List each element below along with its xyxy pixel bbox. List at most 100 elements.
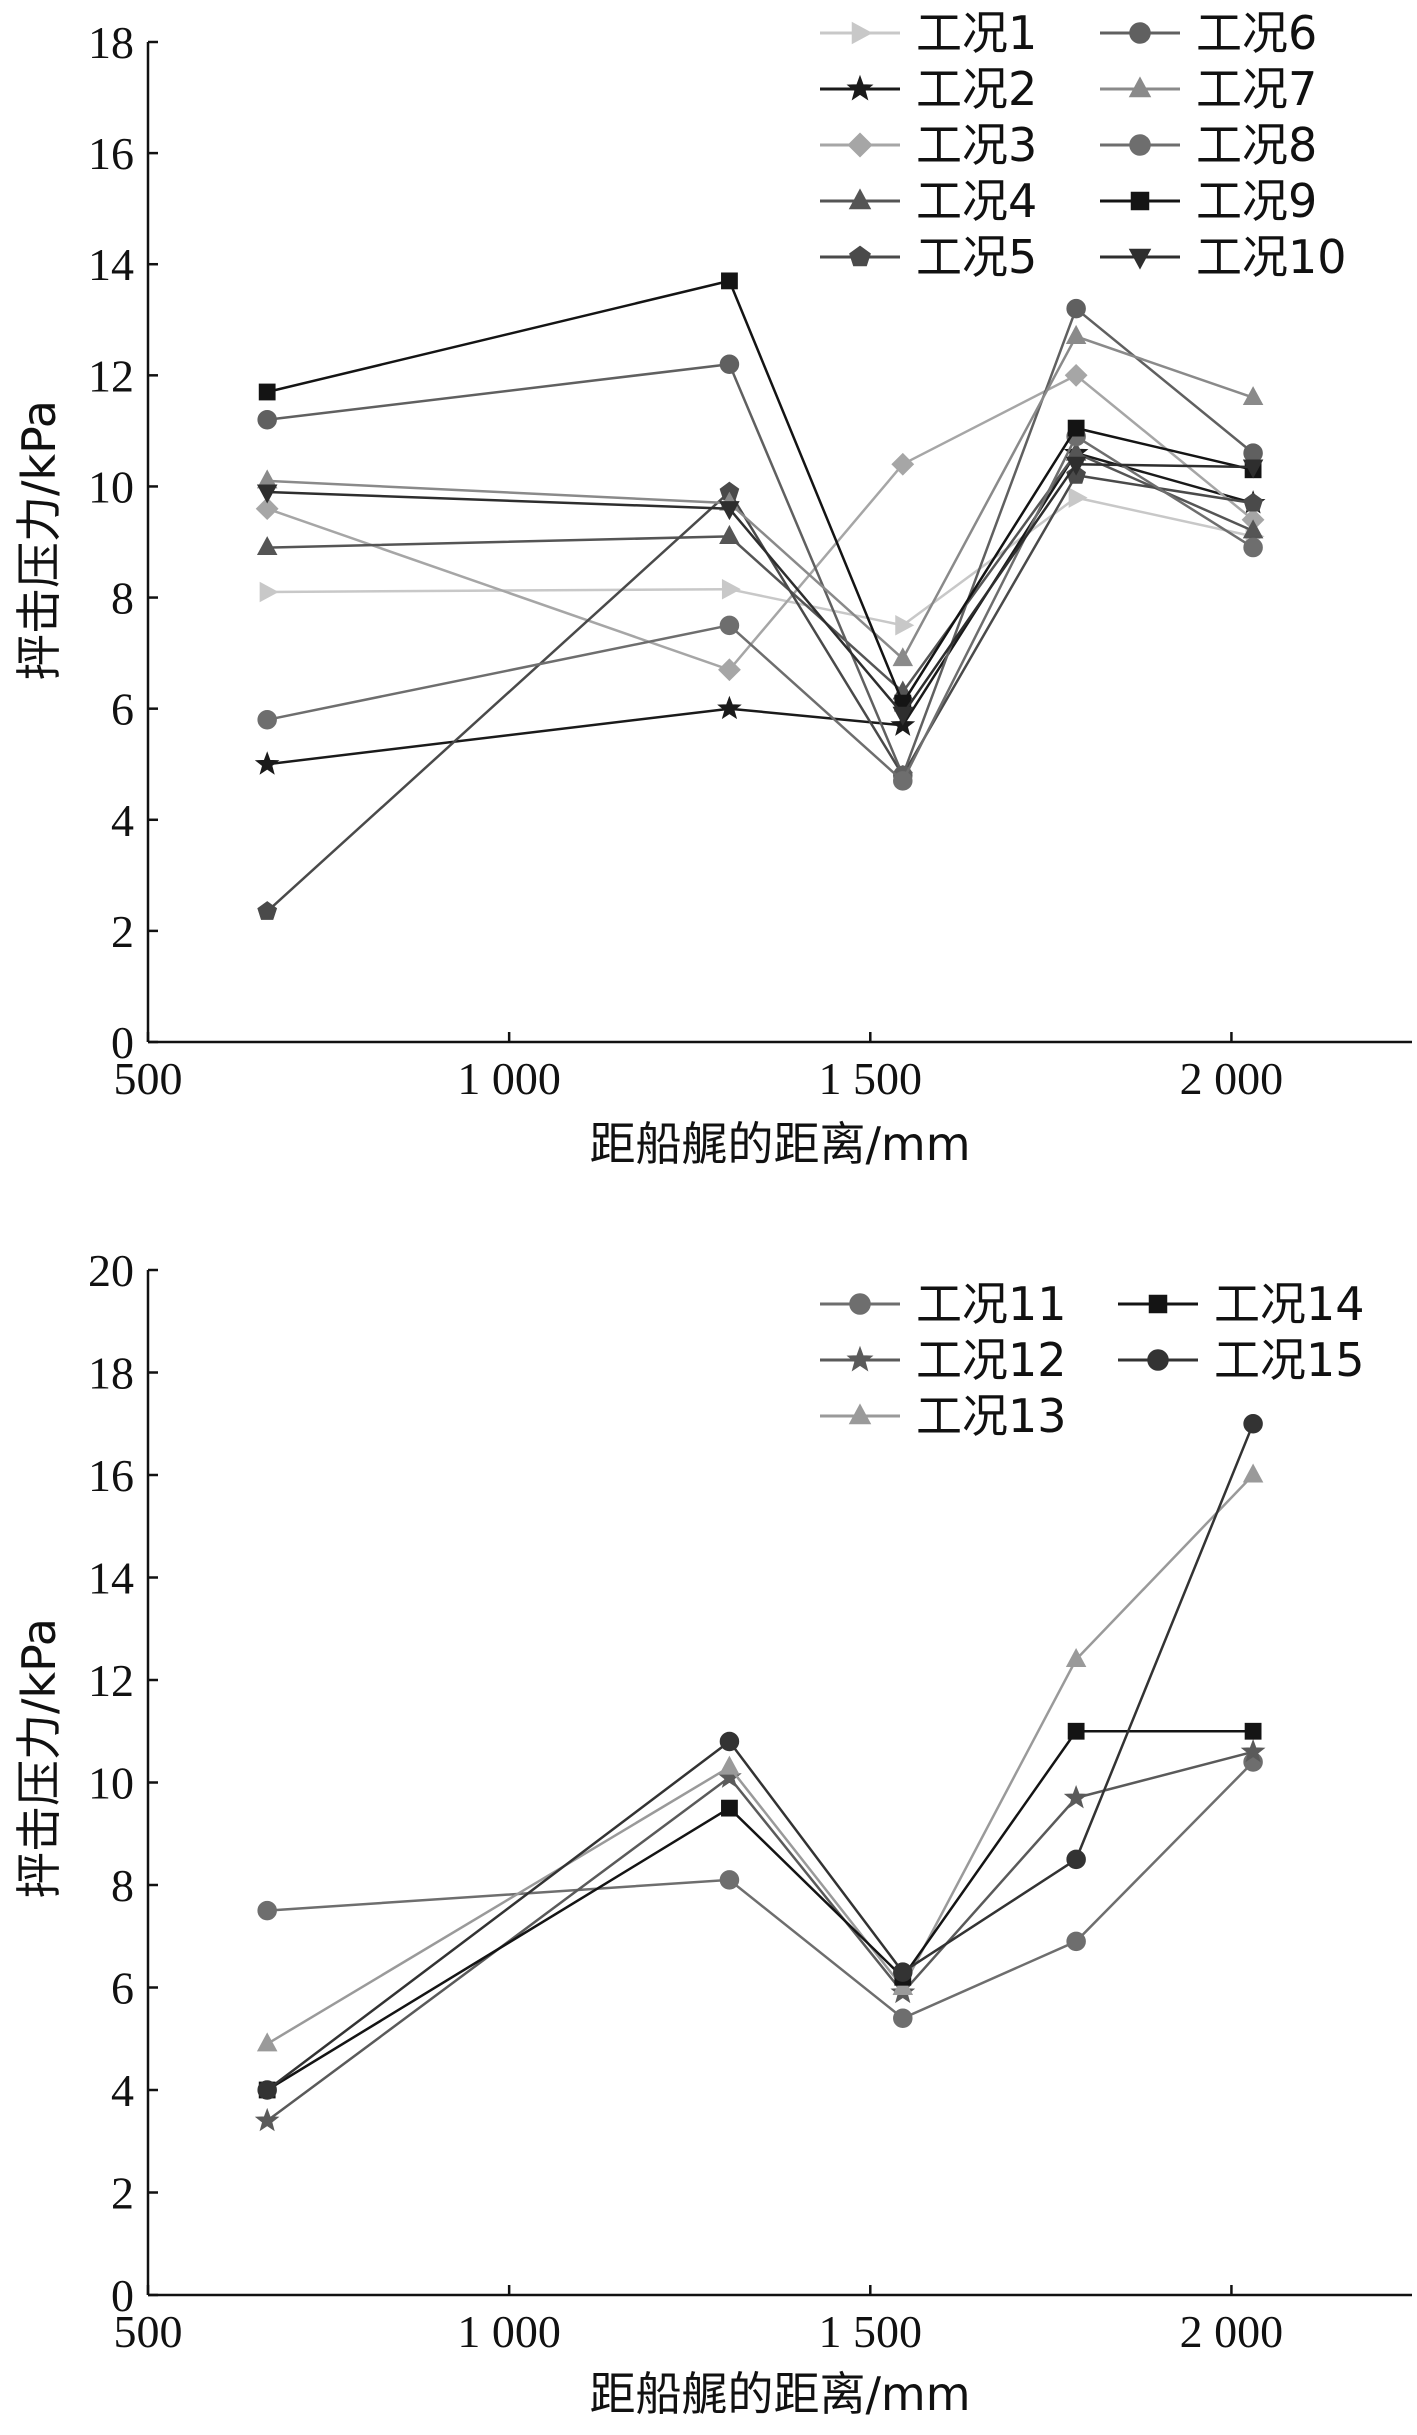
legend-marker <box>849 1293 871 1315</box>
data-point <box>1242 519 1264 539</box>
data-point <box>719 1731 740 1752</box>
x-tick-label: 2 000 <box>1180 2306 1284 2357</box>
series-工况3 <box>255 363 1265 682</box>
data-point <box>1067 419 1085 437</box>
x-tick-label: 500 <box>114 1053 183 1104</box>
legend-item: 工况10 <box>1100 230 1347 284</box>
data-point <box>893 771 913 791</box>
legend-item: 工况13 <box>820 1389 1067 1443</box>
series-工况15 <box>257 1414 1263 2100</box>
data-point <box>719 615 740 636</box>
series-line <box>266 1423 1255 2091</box>
series-工况2 <box>254 440 1266 775</box>
data-point <box>254 751 280 775</box>
legend-item: 工况8 <box>1100 118 1317 172</box>
legend-label: 工况6 <box>1196 6 1317 60</box>
x-tick-label: 500 <box>114 2306 183 2357</box>
data-point <box>719 524 740 544</box>
data-point <box>721 578 741 600</box>
legend-marker <box>846 1345 874 1372</box>
data-point <box>1065 456 1087 476</box>
legend-label: 工况7 <box>1196 62 1317 116</box>
data-point <box>257 901 278 920</box>
legend-marker <box>1147 1349 1169 1371</box>
data-point <box>256 2032 278 2052</box>
legend-item: 工况4 <box>820 174 1037 228</box>
legend-marker <box>1128 248 1152 270</box>
data-point <box>893 2008 913 2028</box>
legend-label: 工况1 <box>916 6 1037 60</box>
series-line <box>267 451 1254 766</box>
y-tick-label: 8 <box>111 573 134 624</box>
data-point <box>719 501 740 521</box>
x-tick-label: 1 000 <box>457 1053 561 1104</box>
data-point <box>256 536 278 556</box>
axes-frame <box>146 42 1412 1044</box>
y-tick-label: 6 <box>111 1963 134 2014</box>
legend-marker <box>846 74 874 101</box>
series-line <box>266 373 1254 672</box>
legend-item: 工况5 <box>820 230 1037 284</box>
legend-marker <box>847 132 873 158</box>
x-tick-label: 1 500 <box>819 2306 923 2357</box>
series-工况12 <box>254 1738 1266 2132</box>
series-group <box>254 1414 1266 2132</box>
y-tick-label: 0 <box>111 1017 134 1068</box>
legend-marker <box>1130 191 1150 211</box>
data-point <box>1064 363 1088 387</box>
y-tick-label: 20 <box>88 1245 134 1296</box>
legend-marker <box>848 188 872 210</box>
legend-marker <box>1129 134 1151 156</box>
series-line <box>266 473 1254 913</box>
legend-label: 工况4 <box>916 174 1037 228</box>
y-tick-label: 18 <box>88 17 134 68</box>
y-tick-label: 12 <box>88 350 134 401</box>
data-point <box>1066 1849 1086 1870</box>
series-工况5 <box>257 464 1263 920</box>
data-point <box>1066 1931 1086 1952</box>
data-point <box>891 452 915 476</box>
data-point <box>257 710 277 730</box>
data-point <box>257 2080 277 2100</box>
data-point <box>1243 1414 1263 1434</box>
data-point <box>1063 1784 1089 1809</box>
series-工况10 <box>256 456 1264 726</box>
y-tick-label: 12 <box>88 1655 134 1706</box>
data-point <box>1244 1722 1262 1740</box>
series-group <box>254 272 1266 920</box>
series-工况8 <box>257 426 1263 791</box>
y-tick-label: 4 <box>111 795 134 846</box>
data-point <box>719 1870 740 1890</box>
legend-label: 工况5 <box>916 230 1037 284</box>
axis-ticks: 0 2 4 6 8 10 12 14 16 18 500 1 000 1 500 2 000 <box>88 17 1283 1104</box>
data-point <box>256 484 278 504</box>
y-tick-label: 18 <box>88 1348 134 1399</box>
legend-item: 工况2 <box>820 62 1037 116</box>
legend-item: 工况7 <box>1100 62 1317 116</box>
y-tick-label: 16 <box>88 1450 134 1501</box>
data-point <box>259 581 279 603</box>
legend-marker <box>1129 22 1151 44</box>
series-line <box>266 1474 1255 2045</box>
data-point <box>1242 1463 1264 1483</box>
y-tick-label: 14 <box>88 1553 134 1604</box>
y-tick-label: 14 <box>88 239 134 290</box>
legend-label: 工况11 <box>916 1277 1067 1331</box>
legend-marker <box>1148 1294 1168 1314</box>
legend-label: 工况13 <box>916 1389 1067 1443</box>
legend-item: 工况6 <box>1100 6 1317 60</box>
data-point <box>892 1976 914 1996</box>
legend-item: 工况9 <box>1100 174 1317 228</box>
series-工况11 <box>257 1752 1263 2028</box>
data-point <box>717 695 742 720</box>
data-point <box>893 1962 913 1982</box>
data-point <box>257 410 277 430</box>
y-tick-label: 10 <box>88 1758 134 1809</box>
legend-label: 工况10 <box>1196 230 1347 284</box>
y-tick-label: 8 <box>111 1860 134 1911</box>
legend-label: 工况2 <box>916 62 1037 116</box>
y-tick-label: 6 <box>111 684 134 735</box>
legend-label: 工况15 <box>1214 1333 1365 1387</box>
legend-marker <box>1128 76 1152 98</box>
